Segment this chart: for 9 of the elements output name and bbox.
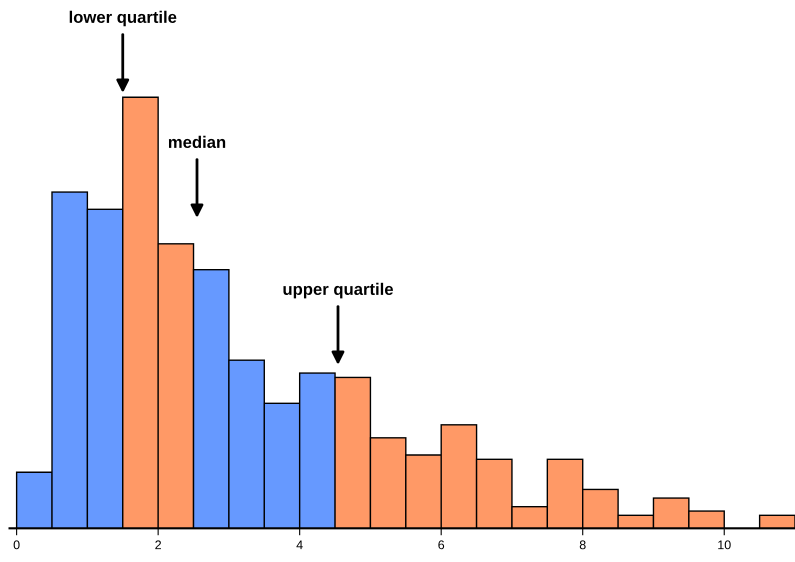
annotation: median [168,136,226,148]
x-tick-label: 6 [438,540,444,550]
annotation: upper quartile [283,282,393,298]
x-tick-label: 2 [155,540,161,550]
x-tick-label: 10 [718,540,731,550]
x-tick-label: 0 [14,540,20,550]
annotation: lower quartile [70,10,176,26]
x-tick-label: 4 [296,540,303,550]
x-tick-label: 8 [580,540,586,550]
